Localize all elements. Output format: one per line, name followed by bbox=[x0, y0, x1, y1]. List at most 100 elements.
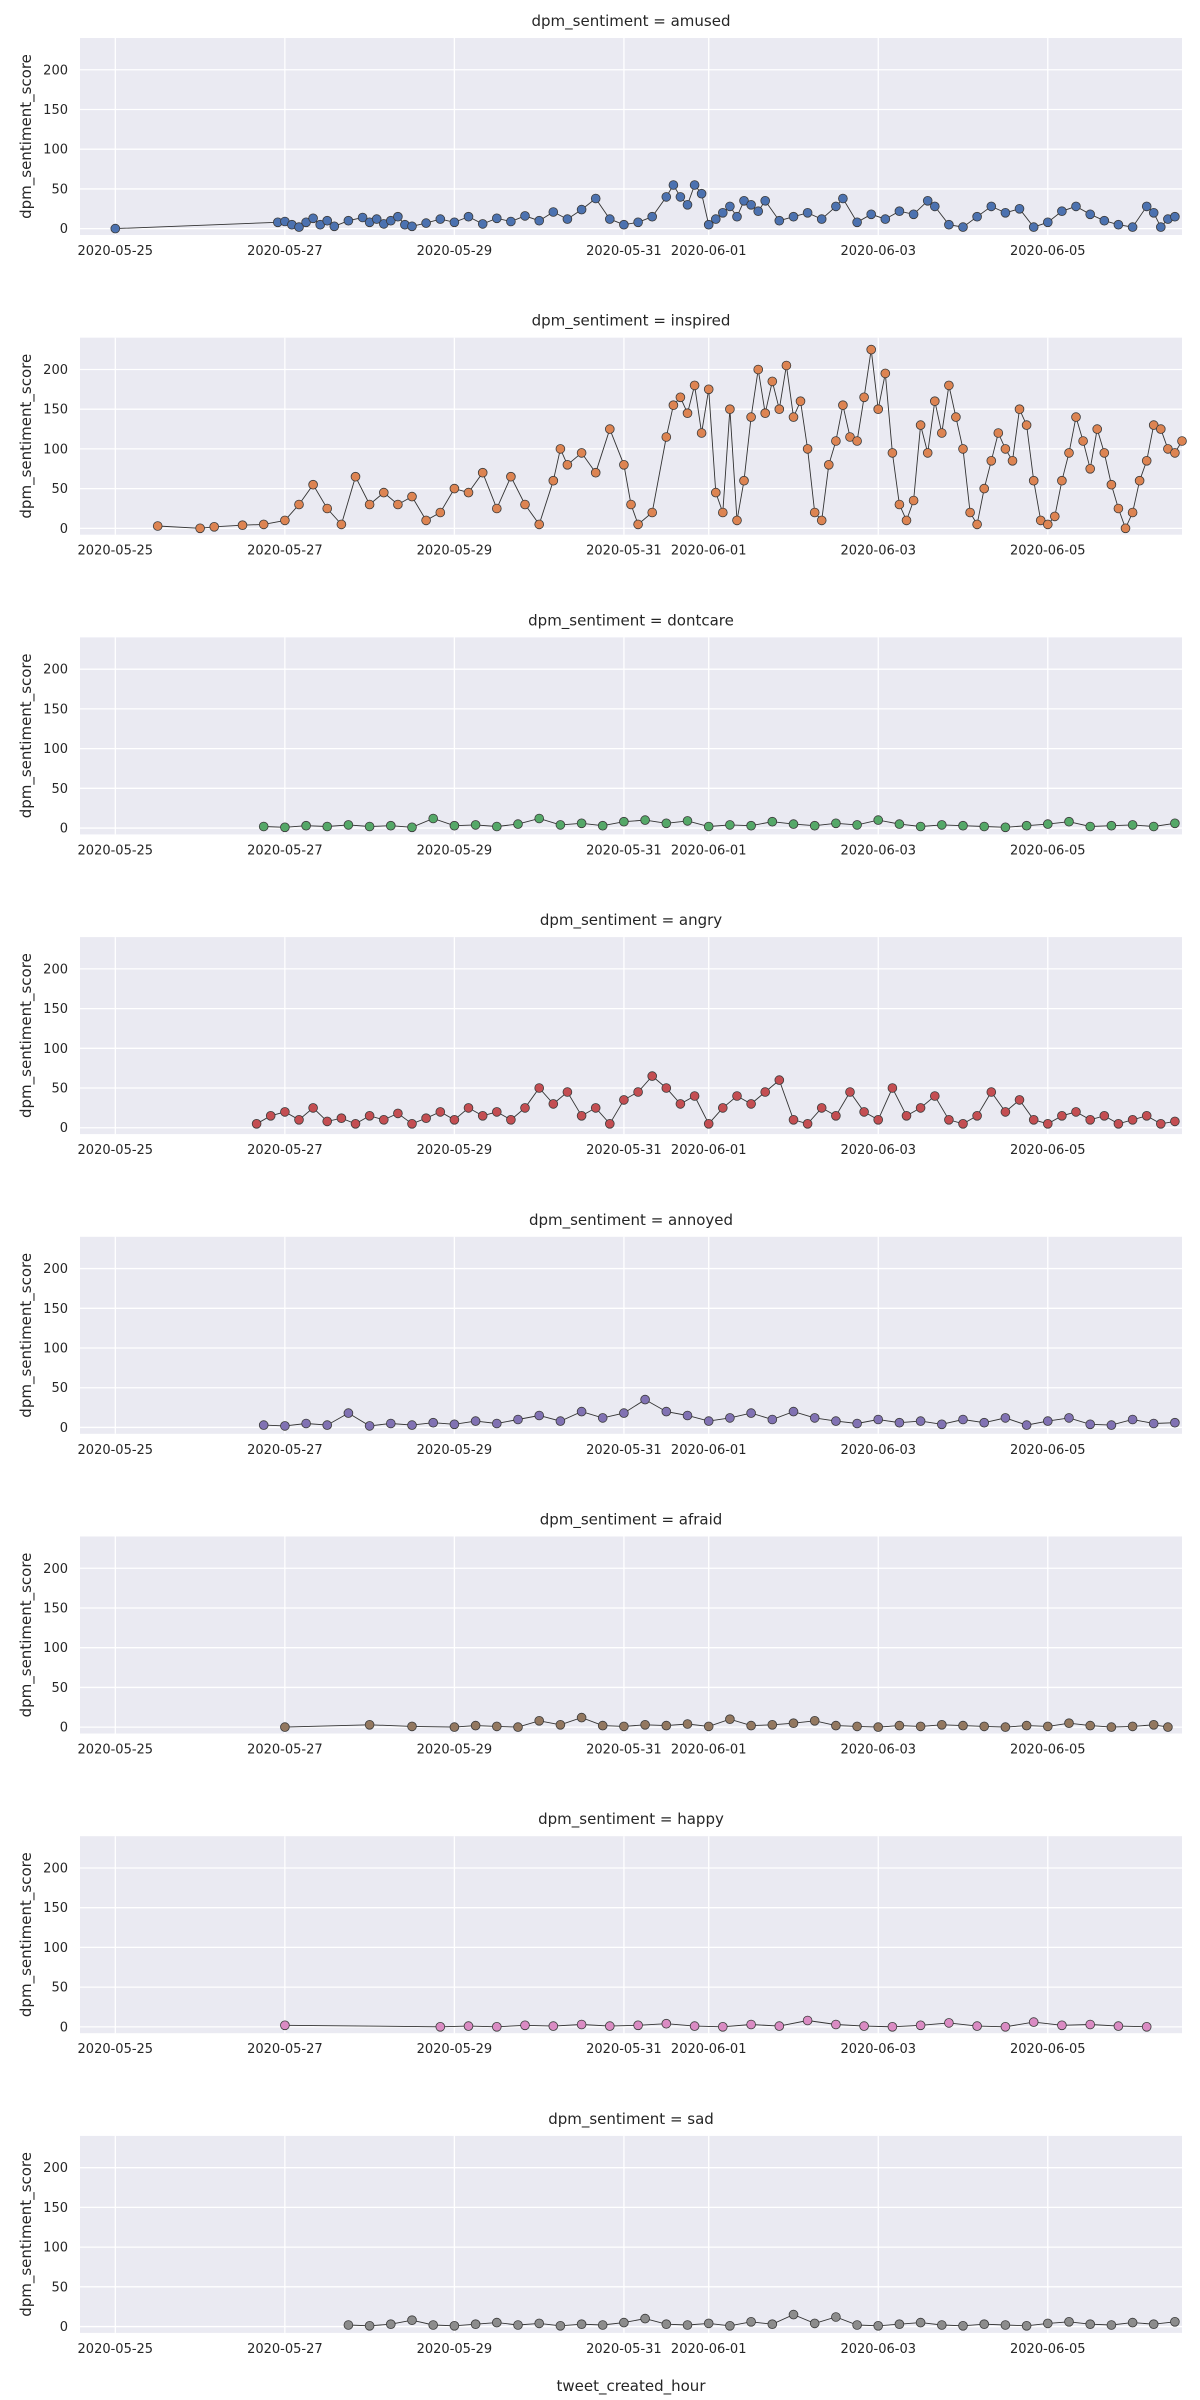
y-tick-label: 50 bbox=[51, 482, 68, 497]
data-point bbox=[428, 1417, 439, 1428]
data-point bbox=[576, 2319, 587, 2330]
data-point bbox=[1028, 475, 1039, 486]
x-tick-label: 2020-06-03 bbox=[840, 2342, 916, 2357]
data-point bbox=[534, 1716, 544, 1726]
data-point bbox=[1000, 2320, 1011, 2330]
data-point bbox=[555, 1720, 566, 1730]
data-point bbox=[534, 2318, 544, 2329]
data-point bbox=[633, 2020, 643, 2031]
data-point bbox=[873, 2321, 883, 2331]
x-tick-label: 2020-05-29 bbox=[417, 1443, 493, 1458]
data-point bbox=[322, 821, 333, 832]
data-point bbox=[576, 204, 587, 215]
data-point bbox=[760, 196, 770, 206]
data-point bbox=[901, 1111, 912, 1121]
data-point bbox=[619, 816, 629, 827]
data-point bbox=[1000, 208, 1011, 218]
data-point bbox=[1085, 2319, 1095, 2330]
data-point bbox=[385, 2319, 396, 2330]
data-point bbox=[682, 1410, 693, 1421]
data-point bbox=[717, 507, 728, 518]
panel-title: dpm_sentiment = happy bbox=[538, 1810, 724, 1829]
data-point bbox=[689, 180, 700, 190]
data-point bbox=[1177, 436, 1187, 446]
data-point bbox=[675, 392, 686, 403]
data-point bbox=[859, 1107, 869, 1117]
x-tick-label: 2020-05-29 bbox=[417, 843, 493, 858]
series-points-amused bbox=[110, 180, 1180, 234]
data-point bbox=[301, 1418, 311, 1429]
data-point bbox=[1057, 206, 1067, 217]
x-tick-label: 2020-05-31 bbox=[586, 843, 662, 858]
series-points-happy bbox=[280, 2015, 1152, 2032]
data-point bbox=[393, 1108, 403, 1119]
y-tick-label: 50 bbox=[51, 1681, 68, 1696]
data-point bbox=[774, 1075, 785, 1085]
data-point bbox=[562, 459, 573, 470]
data-point bbox=[1028, 222, 1039, 232]
data-point bbox=[604, 214, 615, 224]
data-point bbox=[251, 1119, 262, 1129]
data-point bbox=[979, 2319, 989, 2330]
y-tick-label: 0 bbox=[60, 1121, 68, 1136]
data-point bbox=[1071, 412, 1081, 422]
data-point bbox=[915, 1103, 926, 1113]
data-point bbox=[929, 396, 940, 407]
data-point bbox=[280, 1107, 290, 1117]
data-point bbox=[831, 436, 841, 446]
x-tick-label: 2020-06-01 bbox=[671, 1443, 747, 1458]
data-point bbox=[590, 1103, 601, 1113]
data-point bbox=[1148, 821, 1159, 832]
y-tick-label: 100 bbox=[43, 1641, 68, 1656]
y-tick-label: 100 bbox=[43, 442, 68, 457]
data-point bbox=[908, 495, 919, 506]
data-point bbox=[781, 360, 792, 371]
data-point bbox=[746, 1099, 756, 1109]
y-tick-label: 0 bbox=[60, 2320, 68, 2335]
data-point bbox=[936, 2320, 947, 2330]
data-point bbox=[534, 215, 544, 226]
panel-title: dpm_sentiment = dontcare bbox=[528, 611, 734, 630]
data-point bbox=[1057, 1111, 1067, 1121]
data-point bbox=[407, 1420, 417, 1430]
data-point bbox=[944, 219, 954, 230]
data-point bbox=[1120, 523, 1131, 534]
data-point bbox=[364, 1720, 375, 1730]
data-point bbox=[972, 519, 982, 530]
x-tick-label: 2020-05-25 bbox=[78, 843, 154, 858]
data-point bbox=[767, 816, 778, 827]
data-point bbox=[1127, 820, 1138, 830]
data-point bbox=[845, 432, 855, 442]
data-point bbox=[852, 1418, 862, 1429]
data-point bbox=[1071, 201, 1081, 212]
data-point bbox=[859, 392, 869, 403]
data-point bbox=[1043, 819, 1053, 829]
data-point bbox=[633, 217, 643, 228]
data-point bbox=[831, 1416, 841, 1426]
data-point bbox=[788, 1406, 799, 1417]
data-point bbox=[873, 1414, 883, 1425]
data-point bbox=[1099, 215, 1110, 226]
panel-title: dpm_sentiment = annoyed bbox=[529, 1211, 733, 1230]
data-point bbox=[922, 196, 933, 206]
series-points-annoyed bbox=[258, 1394, 1180, 1431]
y-tick-label: 100 bbox=[43, 2241, 68, 2256]
data-point bbox=[633, 1087, 643, 1097]
data-point bbox=[725, 404, 735, 415]
data-point bbox=[880, 214, 891, 224]
data-point bbox=[597, 1720, 608, 1731]
data-point bbox=[703, 219, 714, 230]
y-tick-label: 200 bbox=[43, 962, 68, 977]
data-point bbox=[965, 507, 975, 518]
data-point bbox=[449, 2321, 460, 2331]
data-point bbox=[958, 222, 968, 232]
data-point bbox=[209, 521, 220, 532]
data-point bbox=[590, 467, 601, 478]
data-point bbox=[258, 519, 269, 530]
x-tick-label: 2020-05-27 bbox=[247, 1743, 323, 1758]
data-point bbox=[852, 217, 862, 228]
panel-title: dpm_sentiment = afraid bbox=[540, 1511, 723, 1530]
data-point bbox=[371, 214, 382, 224]
data-point bbox=[258, 1420, 269, 1430]
y-tick-label: 150 bbox=[43, 1002, 68, 1017]
